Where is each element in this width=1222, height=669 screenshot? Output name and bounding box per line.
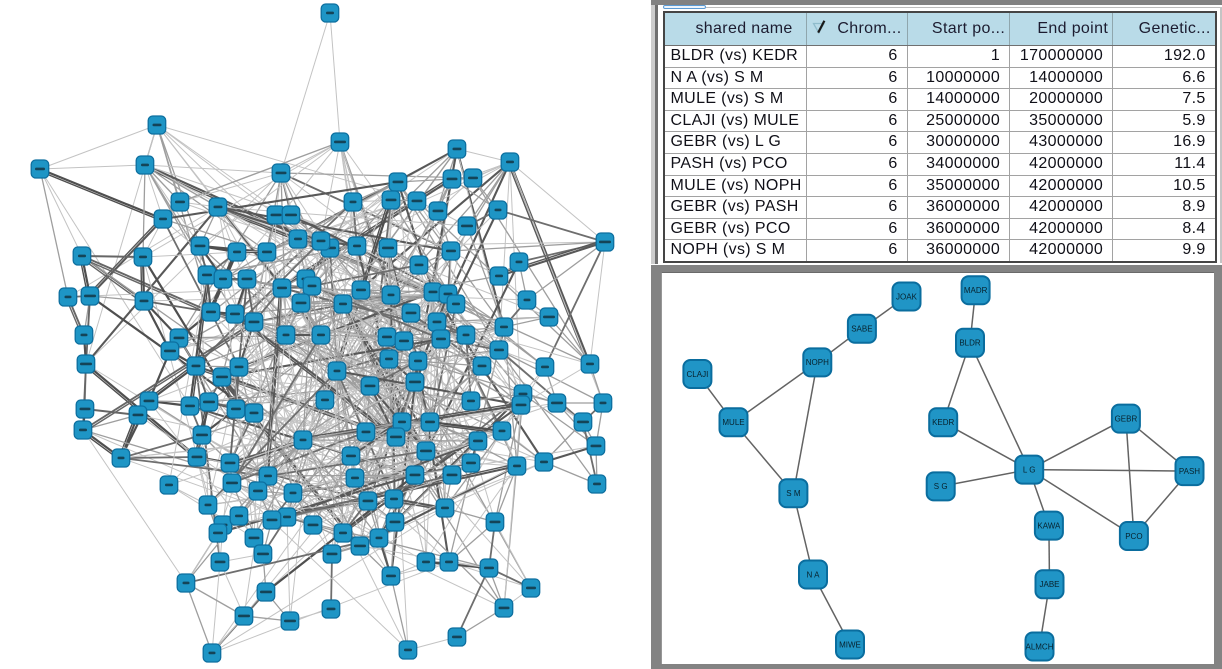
svg-text:CLAJI: CLAJI — [687, 369, 709, 378]
svg-text:PCO: PCO — [1125, 531, 1142, 540]
svg-text:SABE: SABE — [851, 324, 872, 333]
svg-text:S G: S G — [934, 482, 948, 491]
svg-text:GEBR: GEBR — [1115, 414, 1138, 423]
svg-text:BLDR: BLDR — [959, 338, 981, 347]
svg-text:KEDR: KEDR — [932, 418, 954, 427]
svg-text:MULE: MULE — [722, 418, 744, 427]
svg-text:L G: L G — [1023, 465, 1036, 474]
svg-text:N A: N A — [807, 570, 821, 579]
svg-text:MADR: MADR — [964, 286, 988, 295]
svg-text:JOAK: JOAK — [896, 292, 918, 301]
svg-text:ALMCH: ALMCH — [1025, 642, 1053, 651]
svg-text:JABE: JABE — [1039, 580, 1059, 589]
svg-text:S M: S M — [786, 489, 801, 498]
svg-text:NOPH: NOPH — [806, 358, 829, 367]
svg-text:MIWE: MIWE — [839, 640, 861, 649]
svg-text:KAWA: KAWA — [1037, 521, 1061, 530]
svg-text:PASH: PASH — [1179, 466, 1200, 475]
